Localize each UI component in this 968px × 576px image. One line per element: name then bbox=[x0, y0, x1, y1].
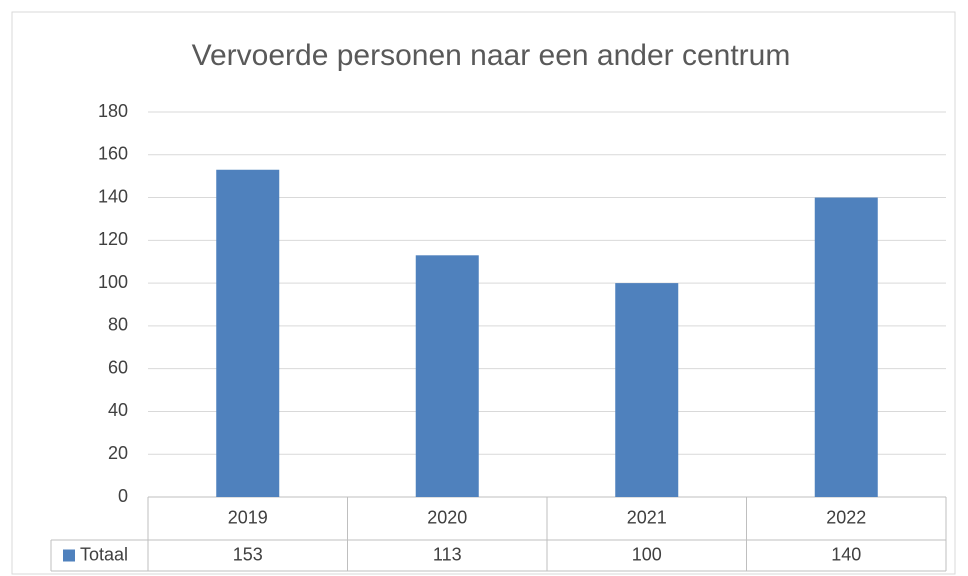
chart-border bbox=[11, 11, 956, 575]
x-tick-label: 2020 bbox=[427, 507, 467, 527]
x-tick-label: 2022 bbox=[826, 507, 866, 527]
bar bbox=[814, 197, 878, 498]
table-value: 140 bbox=[831, 544, 861, 564]
table-value: 113 bbox=[433, 544, 462, 564]
legend-key bbox=[63, 549, 75, 562]
y-tick-label: 100 bbox=[98, 272, 128, 292]
y-tick-label: 80 bbox=[108, 315, 128, 335]
y-tick-label: 180 bbox=[98, 101, 128, 121]
chart-title: Vervoerde personen naar een ander centru… bbox=[192, 39, 791, 72]
y-tick-label: 120 bbox=[98, 229, 128, 249]
y-tick-label: 40 bbox=[108, 400, 128, 420]
y-tick-label: 140 bbox=[98, 186, 128, 206]
bar bbox=[615, 283, 679, 497]
table-value: 153 bbox=[233, 544, 263, 564]
table-value: 100 bbox=[632, 544, 662, 564]
bar bbox=[415, 255, 479, 497]
y-tick-label: 20 bbox=[108, 443, 128, 463]
x-tick-label: 2021 bbox=[627, 507, 667, 527]
bar bbox=[216, 169, 280, 497]
legend-label: Totaal bbox=[80, 544, 128, 564]
y-tick-label: 0 bbox=[118, 486, 128, 506]
y-tick-label: 60 bbox=[108, 357, 128, 377]
y-tick-label: 160 bbox=[98, 144, 128, 164]
x-tick-label: 2019 bbox=[228, 507, 268, 527]
